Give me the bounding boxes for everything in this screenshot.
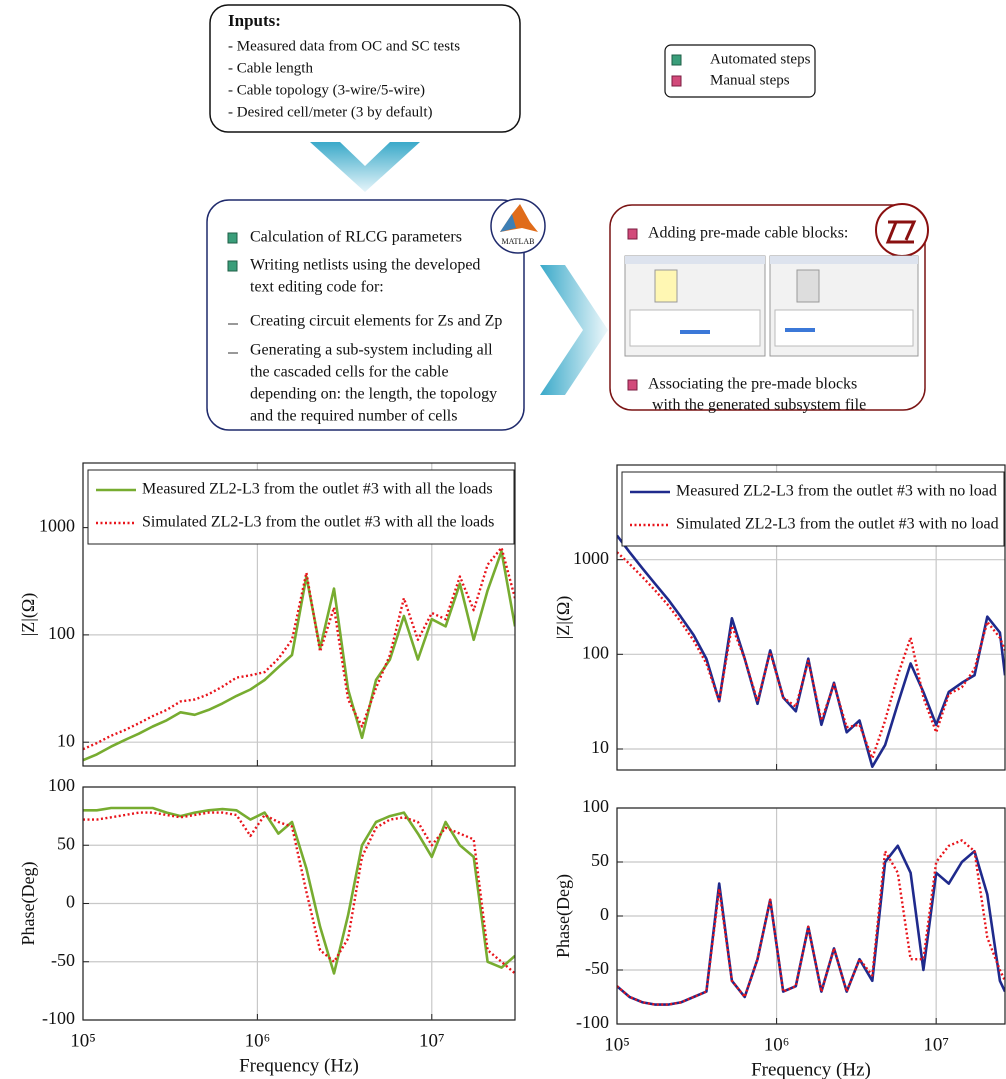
y-tick-label: 1000 — [39, 516, 75, 536]
legend-label: Simulated ZL2-L3 from the outlet #3 with… — [676, 516, 999, 533]
thumbnail-symbol — [655, 270, 677, 302]
ltspice-logo — [876, 204, 928, 256]
thumbnail-symbol — [797, 270, 819, 302]
y-tick-label: 100 — [582, 796, 609, 816]
step-text: with the generated subsystem file — [652, 397, 866, 414]
step-text: Calculation of RLCG parameters — [250, 229, 462, 246]
chart-panel: 10 100 1000 |Z|(Ω) Measured ZL2-L3 from the … — [18, 463, 515, 766]
automated-icon — [228, 261, 237, 271]
manual-icon — [628, 380, 637, 390]
figure: Inputs: - Measured data from OC and SC t… — [0, 0, 1006, 1079]
y-axis-label: |Z|(Ω) — [18, 593, 39, 637]
input-item: - Cable topology (3-wire/5-wire) — [228, 82, 425, 98]
step-text: Generating a sub-system including all — [250, 342, 493, 359]
input-item: - Measured data from OC and SC tests — [228, 38, 460, 54]
y-tick-label: 100 — [582, 642, 609, 662]
step-text: Creating circuit elements for Zs and Zp — [250, 313, 502, 330]
chart-panel: 10⁵ 10⁶ 10⁷ -100 -50 0 50 100 Phase(Deg) Frequenc… — [553, 796, 1005, 1079]
down-arrow — [310, 142, 420, 192]
thumbnail-bar — [770, 256, 918, 264]
y-tick-label: -50 — [51, 950, 75, 970]
manual-icon — [628, 229, 637, 239]
y-tick-label: 1000 — [573, 548, 609, 568]
step-text: and the required number of cells — [250, 408, 457, 425]
y-axis-label: |Z|(Ω) — [553, 596, 574, 640]
manual-icon — [672, 76, 681, 86]
step-text: depending on: the length, the topology — [250, 386, 497, 403]
step-text: Associating the pre-made blocks — [648, 376, 857, 393]
legend-text: Manual steps — [710, 72, 790, 88]
automated-icon — [672, 55, 681, 65]
x-tick-label: 10⁷ — [419, 1030, 445, 1051]
automated-icon — [228, 233, 237, 243]
y-tick-label: 10 — [591, 737, 609, 757]
page: Inputs: - Measured data from OC and SC t… — [0, 0, 1006, 1079]
x-tick-label: 10⁶ — [245, 1030, 271, 1051]
legend-label: Simulated ZL2-L3 from the outlet #3 with… — [142, 514, 494, 531]
input-item: - Cable length — [228, 60, 313, 76]
y-tick-label: -50 — [585, 958, 609, 978]
step-text: text editing code for: — [250, 279, 384, 296]
x-axis-label: Frequency (Hz) — [239, 1055, 359, 1076]
y-tick-label: 50 — [57, 833, 75, 853]
chart-panel: 10⁵ 10⁶ 10⁷ -100 -50 0 50 100 Phase(Deg) Frequenc… — [18, 775, 515, 1076]
x-tick-label: 10⁵ — [70, 1030, 96, 1051]
y-tick-label: 10 — [57, 730, 75, 750]
thumbnail-select — [680, 330, 710, 334]
thumbnail-list — [630, 310, 760, 346]
y-tick-label: 50 — [591, 850, 609, 870]
thumbnail-select — [785, 328, 815, 332]
right-arrow — [540, 265, 608, 395]
legend-text: Automated steps — [710, 51, 811, 67]
screenshot-thumbnails — [625, 256, 918, 356]
x-tick-label: 10⁵ — [604, 1034, 630, 1055]
y-tick-label: 0 — [66, 892, 75, 912]
y-axis-label: Phase(Deg) — [553, 874, 574, 958]
y-tick-label: -100 — [576, 1012, 609, 1032]
step-text: the cascaded cells for the cable — [250, 364, 449, 381]
y-tick-label: 100 — [48, 775, 75, 795]
step-text: Adding pre-made cable blocks: — [648, 225, 848, 242]
thumbnail-bar — [625, 256, 765, 264]
matlab-logo-text: MATLAB — [502, 237, 535, 246]
y-tick-label: 0 — [600, 904, 609, 924]
input-item: - Desired cell/meter (3 by default) — [228, 104, 433, 120]
step-text: Writing netlists using the developed — [250, 257, 480, 274]
y-tick-label: -100 — [42, 1008, 75, 1028]
chart-panel: 10 100 1000 |Z|(Ω) Measured ZL2-L3 from the … — [553, 465, 1005, 770]
x-tick-label: 10⁷ — [923, 1034, 949, 1055]
inputs-title: Inputs: — [228, 11, 281, 30]
y-tick-label: 100 — [48, 623, 75, 643]
x-tick-label: 10⁶ — [764, 1034, 790, 1055]
x-axis-label: Frequency (Hz) — [751, 1059, 871, 1079]
legend-label: Measured ZL2-L3 from the outlet #3 with … — [142, 481, 493, 498]
legend-label: Measured ZL2-L3 from the outlet #3 with … — [676, 483, 997, 500]
y-axis-label: Phase(Deg) — [18, 862, 39, 946]
